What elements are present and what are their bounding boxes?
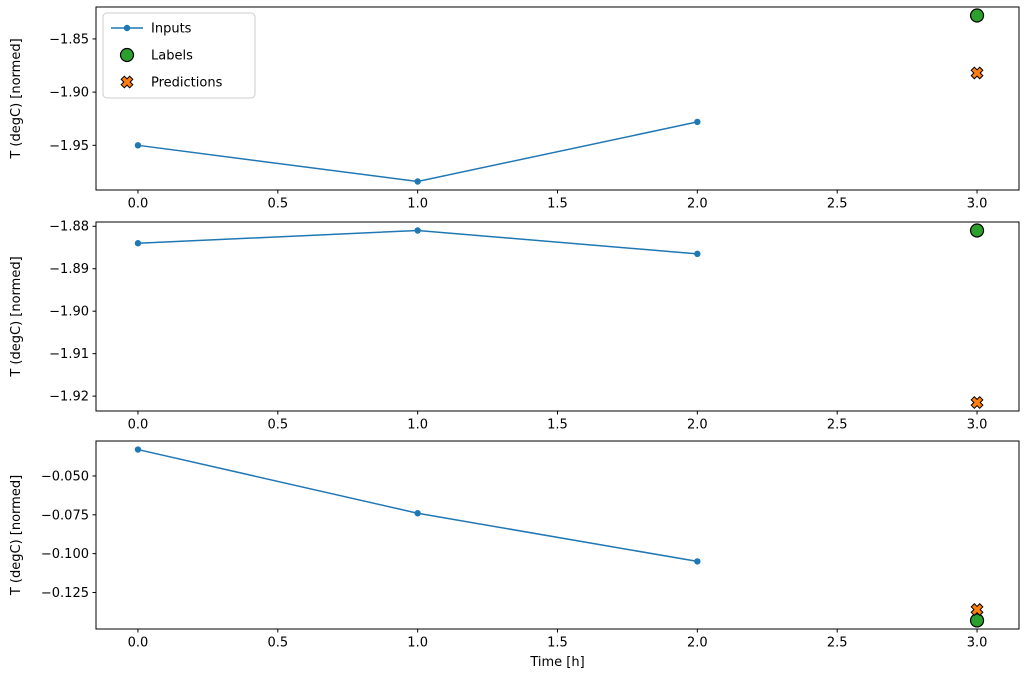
y-tick-label: −1.90 — [49, 86, 89, 101]
labels-marker — [969, 223, 985, 238]
x-tick-label: 0.0 — [128, 197, 149, 212]
x-tick-label: 2.5 — [827, 418, 848, 433]
x-tick-label: 1.0 — [407, 197, 428, 212]
x-axis-label: Time [h] — [529, 655, 584, 670]
x-tick-label: 0.5 — [267, 636, 288, 651]
x-tick-label: 1.5 — [547, 636, 568, 651]
x-tick-label: 2.5 — [827, 197, 848, 212]
inputs-marker — [414, 510, 421, 517]
axes-spines — [95, 221, 1020, 412]
y-axis-label: T (degC) [normed] — [9, 256, 24, 377]
inputs-marker — [134, 142, 142, 149]
subplot-2: 0.0 0.5 1.0 1.5 2.0 2.5 3.0 −1.88 −1.89 −1.90 −1.9… — [9, 220, 1020, 433]
y-tick-label: −0.075 — [41, 508, 89, 523]
y-tick-label: −1.92 — [49, 390, 89, 405]
inputs-marker — [694, 250, 701, 258]
legend-item-labels: Labels — [119, 47, 193, 64]
y-tick-label: −0.050 — [41, 469, 89, 484]
x-tick-label: 1.0 — [407, 636, 428, 651]
legend-label-predictions: Predictions — [151, 76, 223, 91]
axes-spines — [95, 440, 1020, 630]
y-axis-label: T (degC) [normed] — [9, 475, 24, 596]
labels-marker — [969, 8, 985, 23]
y-tick-label: −1.85 — [49, 32, 89, 47]
inputs-line — [137, 448, 698, 563]
inputs-marker — [414, 227, 421, 234]
inputs-marker — [414, 178, 421, 185]
subplot-3: 0.0 0.5 1.0 1.5 2.0 2.5 3.0 −0.050 −0.075 −0.100 −… — [9, 440, 1020, 670]
y-tick-label: −1.89 — [49, 262, 89, 277]
y-tick-label: −1.88 — [49, 220, 89, 235]
x-tick-label: 0.5 — [267, 197, 288, 212]
y-axis-label: T (degC) [normed] — [9, 38, 24, 159]
x-tick-label: 3.0 — [967, 636, 988, 651]
x-tick-label: 2.5 — [827, 636, 848, 651]
predictions-marker — [970, 66, 984, 80]
x-tick-label: 1.0 — [407, 418, 428, 433]
legend-item-inputs: Inputs — [111, 22, 192, 37]
x-tick-label: 0.0 — [128, 636, 149, 651]
inputs-line — [137, 229, 698, 255]
y-tick-label: −1.91 — [49, 347, 89, 362]
y-tick-label: −0.100 — [41, 547, 89, 562]
legend-label-inputs: Inputs — [151, 22, 192, 37]
x-tick-label: 3.0 — [967, 197, 988, 212]
x-tick-label: 1.5 — [547, 197, 568, 212]
x-tick-label: 2.0 — [687, 636, 708, 651]
x-tick-label: 2.0 — [687, 418, 708, 433]
x-tick-label: 0.5 — [267, 418, 288, 433]
inputs-marker — [694, 558, 701, 565]
x-tick-label: 0.0 — [128, 418, 149, 433]
legend: Inputs Labels Predictions — [102, 12, 256, 99]
y-tick-label: −1.95 — [49, 139, 89, 154]
legend-item-predictions: Predictions — [120, 75, 223, 91]
inputs-marker — [134, 446, 142, 453]
legend-sample-circle — [119, 47, 135, 63]
inputs-marker — [134, 240, 142, 247]
legend-box — [102, 12, 256, 99]
inputs-line — [137, 121, 698, 183]
legend-sample-dot — [123, 24, 131, 32]
legend-label-labels: Labels — [151, 49, 193, 64]
y-tick-label: −1.90 — [49, 305, 89, 320]
predictions-marker — [970, 603, 984, 617]
x-tick-label: 3.0 — [967, 418, 988, 433]
inputs-marker — [694, 118, 701, 126]
labels-marker — [969, 613, 985, 628]
x-tick-label: 2.0 — [687, 197, 708, 212]
y-tick-label: −0.125 — [41, 586, 89, 601]
subplot-1: 0.0 0.5 1.0 1.5 2.0 2.5 3.0 −1.85 −1.90 −1.95 T (d… — [9, 6, 1020, 212]
legend-sample-x — [120, 75, 134, 89]
x-tick-label: 1.5 — [547, 418, 568, 433]
predictions-marker — [970, 395, 984, 410]
